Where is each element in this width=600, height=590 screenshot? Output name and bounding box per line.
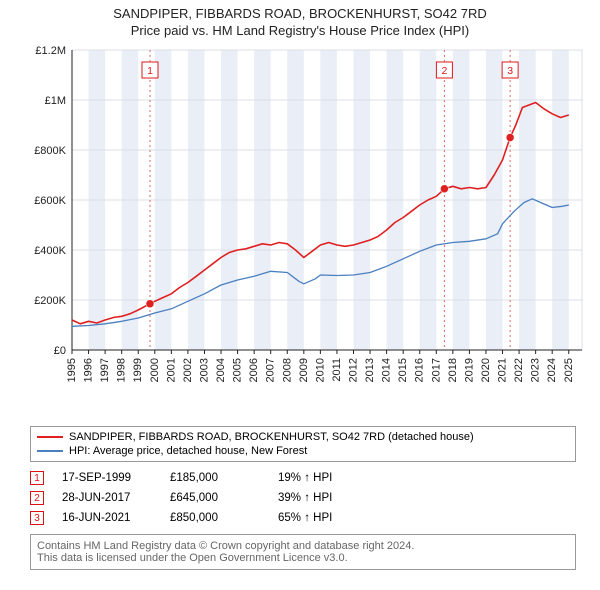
svg-text:£200K: £200K (34, 295, 66, 307)
marker-date: 28-JUN-2017 (62, 492, 152, 504)
chart-subtitle: Price paid vs. HM Land Registry's House … (0, 23, 600, 38)
svg-text:2021: 2021 (497, 358, 509, 382)
svg-text:2014: 2014 (381, 358, 393, 382)
svg-text:2008: 2008 (281, 358, 293, 382)
marker-row: 3 16-JUN-2021 £850,000 65% ↑ HPI (30, 508, 576, 528)
svg-text:2: 2 (441, 65, 447, 77)
svg-text:2016: 2016 (414, 358, 426, 382)
svg-text:1: 1 (147, 65, 153, 77)
marker-row: 1 17-SEP-1999 £185,000 19% ↑ HPI (30, 468, 576, 488)
svg-text:2009: 2009 (298, 358, 310, 382)
svg-text:2003: 2003 (198, 358, 210, 382)
svg-text:2007: 2007 (265, 358, 277, 382)
svg-text:2010: 2010 (314, 358, 326, 382)
marker-diff: 39% ↑ HPI (278, 492, 332, 504)
marker-price: £850,000 (170, 512, 260, 524)
svg-text:1999: 1999 (132, 358, 144, 382)
svg-text:2025: 2025 (563, 358, 575, 382)
svg-text:2001: 2001 (165, 358, 177, 382)
svg-text:2006: 2006 (248, 358, 260, 382)
legend-label: SANDPIPER, FIBBARDS ROAD, BROCKENHURST, … (69, 431, 474, 443)
svg-text:1998: 1998 (116, 358, 128, 382)
footer-line1: Contains HM Land Registry data © Crown c… (37, 540, 569, 552)
legend: SANDPIPER, FIBBARDS ROAD, BROCKENHURST, … (30, 426, 576, 462)
svg-text:2012: 2012 (347, 358, 359, 382)
svg-text:2022: 2022 (513, 358, 525, 382)
svg-text:2017: 2017 (430, 358, 442, 382)
svg-text:3: 3 (507, 65, 513, 77)
svg-text:1995: 1995 (66, 358, 78, 382)
marker-row: 2 28-JUN-2017 £645,000 39% ↑ HPI (30, 488, 576, 508)
marker-date: 16-JUN-2021 (62, 512, 152, 524)
legend-swatch (37, 436, 63, 438)
footer-note: Contains HM Land Registry data © Crown c… (30, 534, 576, 570)
marker-diff: 65% ↑ HPI (278, 512, 332, 524)
footer-line2: This data is licensed under the Open Gov… (37, 552, 569, 564)
marker-number-box: 2 (30, 491, 44, 505)
svg-text:£400K: £400K (34, 245, 66, 257)
marker-price: £645,000 (170, 492, 260, 504)
marker-date: 17-SEP-1999 (62, 472, 152, 484)
legend-item: SANDPIPER, FIBBARDS ROAD, BROCKENHURST, … (37, 430, 569, 444)
svg-text:1996: 1996 (83, 358, 95, 382)
marker-number-box: 1 (30, 471, 44, 485)
svg-text:2024: 2024 (546, 358, 558, 382)
svg-text:2015: 2015 (397, 358, 409, 382)
marker-number-box: 3 (30, 511, 44, 525)
chart-title: SANDPIPER, FIBBARDS ROAD, BROCKENHURST, … (0, 6, 600, 21)
svg-text:1997: 1997 (99, 358, 111, 382)
svg-text:£1M: £1M (45, 95, 66, 107)
svg-text:£600K: £600K (34, 195, 66, 207)
svg-text:2018: 2018 (447, 358, 459, 382)
svg-text:2011: 2011 (331, 358, 343, 382)
legend-swatch (37, 450, 63, 452)
svg-text:£1.2M: £1.2M (35, 45, 66, 57)
legend-item: HPI: Average price, detached house, New … (37, 444, 569, 458)
chart-area: £0 £200K £400K £600K £800K £1M £1.2M 1995 1996 19… (24, 42, 594, 422)
marker-price: £185,000 (170, 472, 260, 484)
svg-text:£0: £0 (54, 345, 66, 357)
svg-text:2020: 2020 (480, 358, 492, 382)
svg-text:£800K: £800K (34, 145, 66, 157)
svg-text:2013: 2013 (364, 358, 376, 382)
svg-text:2004: 2004 (215, 358, 227, 382)
legend-label: HPI: Average price, detached house, New … (69, 445, 307, 457)
svg-text:2023: 2023 (530, 358, 542, 382)
marker-diff: 19% ↑ HPI (278, 472, 332, 484)
svg-text:2000: 2000 (149, 358, 161, 382)
svg-text:2005: 2005 (232, 358, 244, 382)
svg-text:2019: 2019 (463, 358, 475, 382)
marker-table: 1 17-SEP-1999 £185,000 19% ↑ HPI 2 28-JUN-201… (30, 468, 576, 528)
svg-text:2002: 2002 (182, 358, 194, 382)
line-chart: £0 £200K £400K £600K £800K £1M £1.2M 1995 1996 19… (24, 42, 594, 422)
